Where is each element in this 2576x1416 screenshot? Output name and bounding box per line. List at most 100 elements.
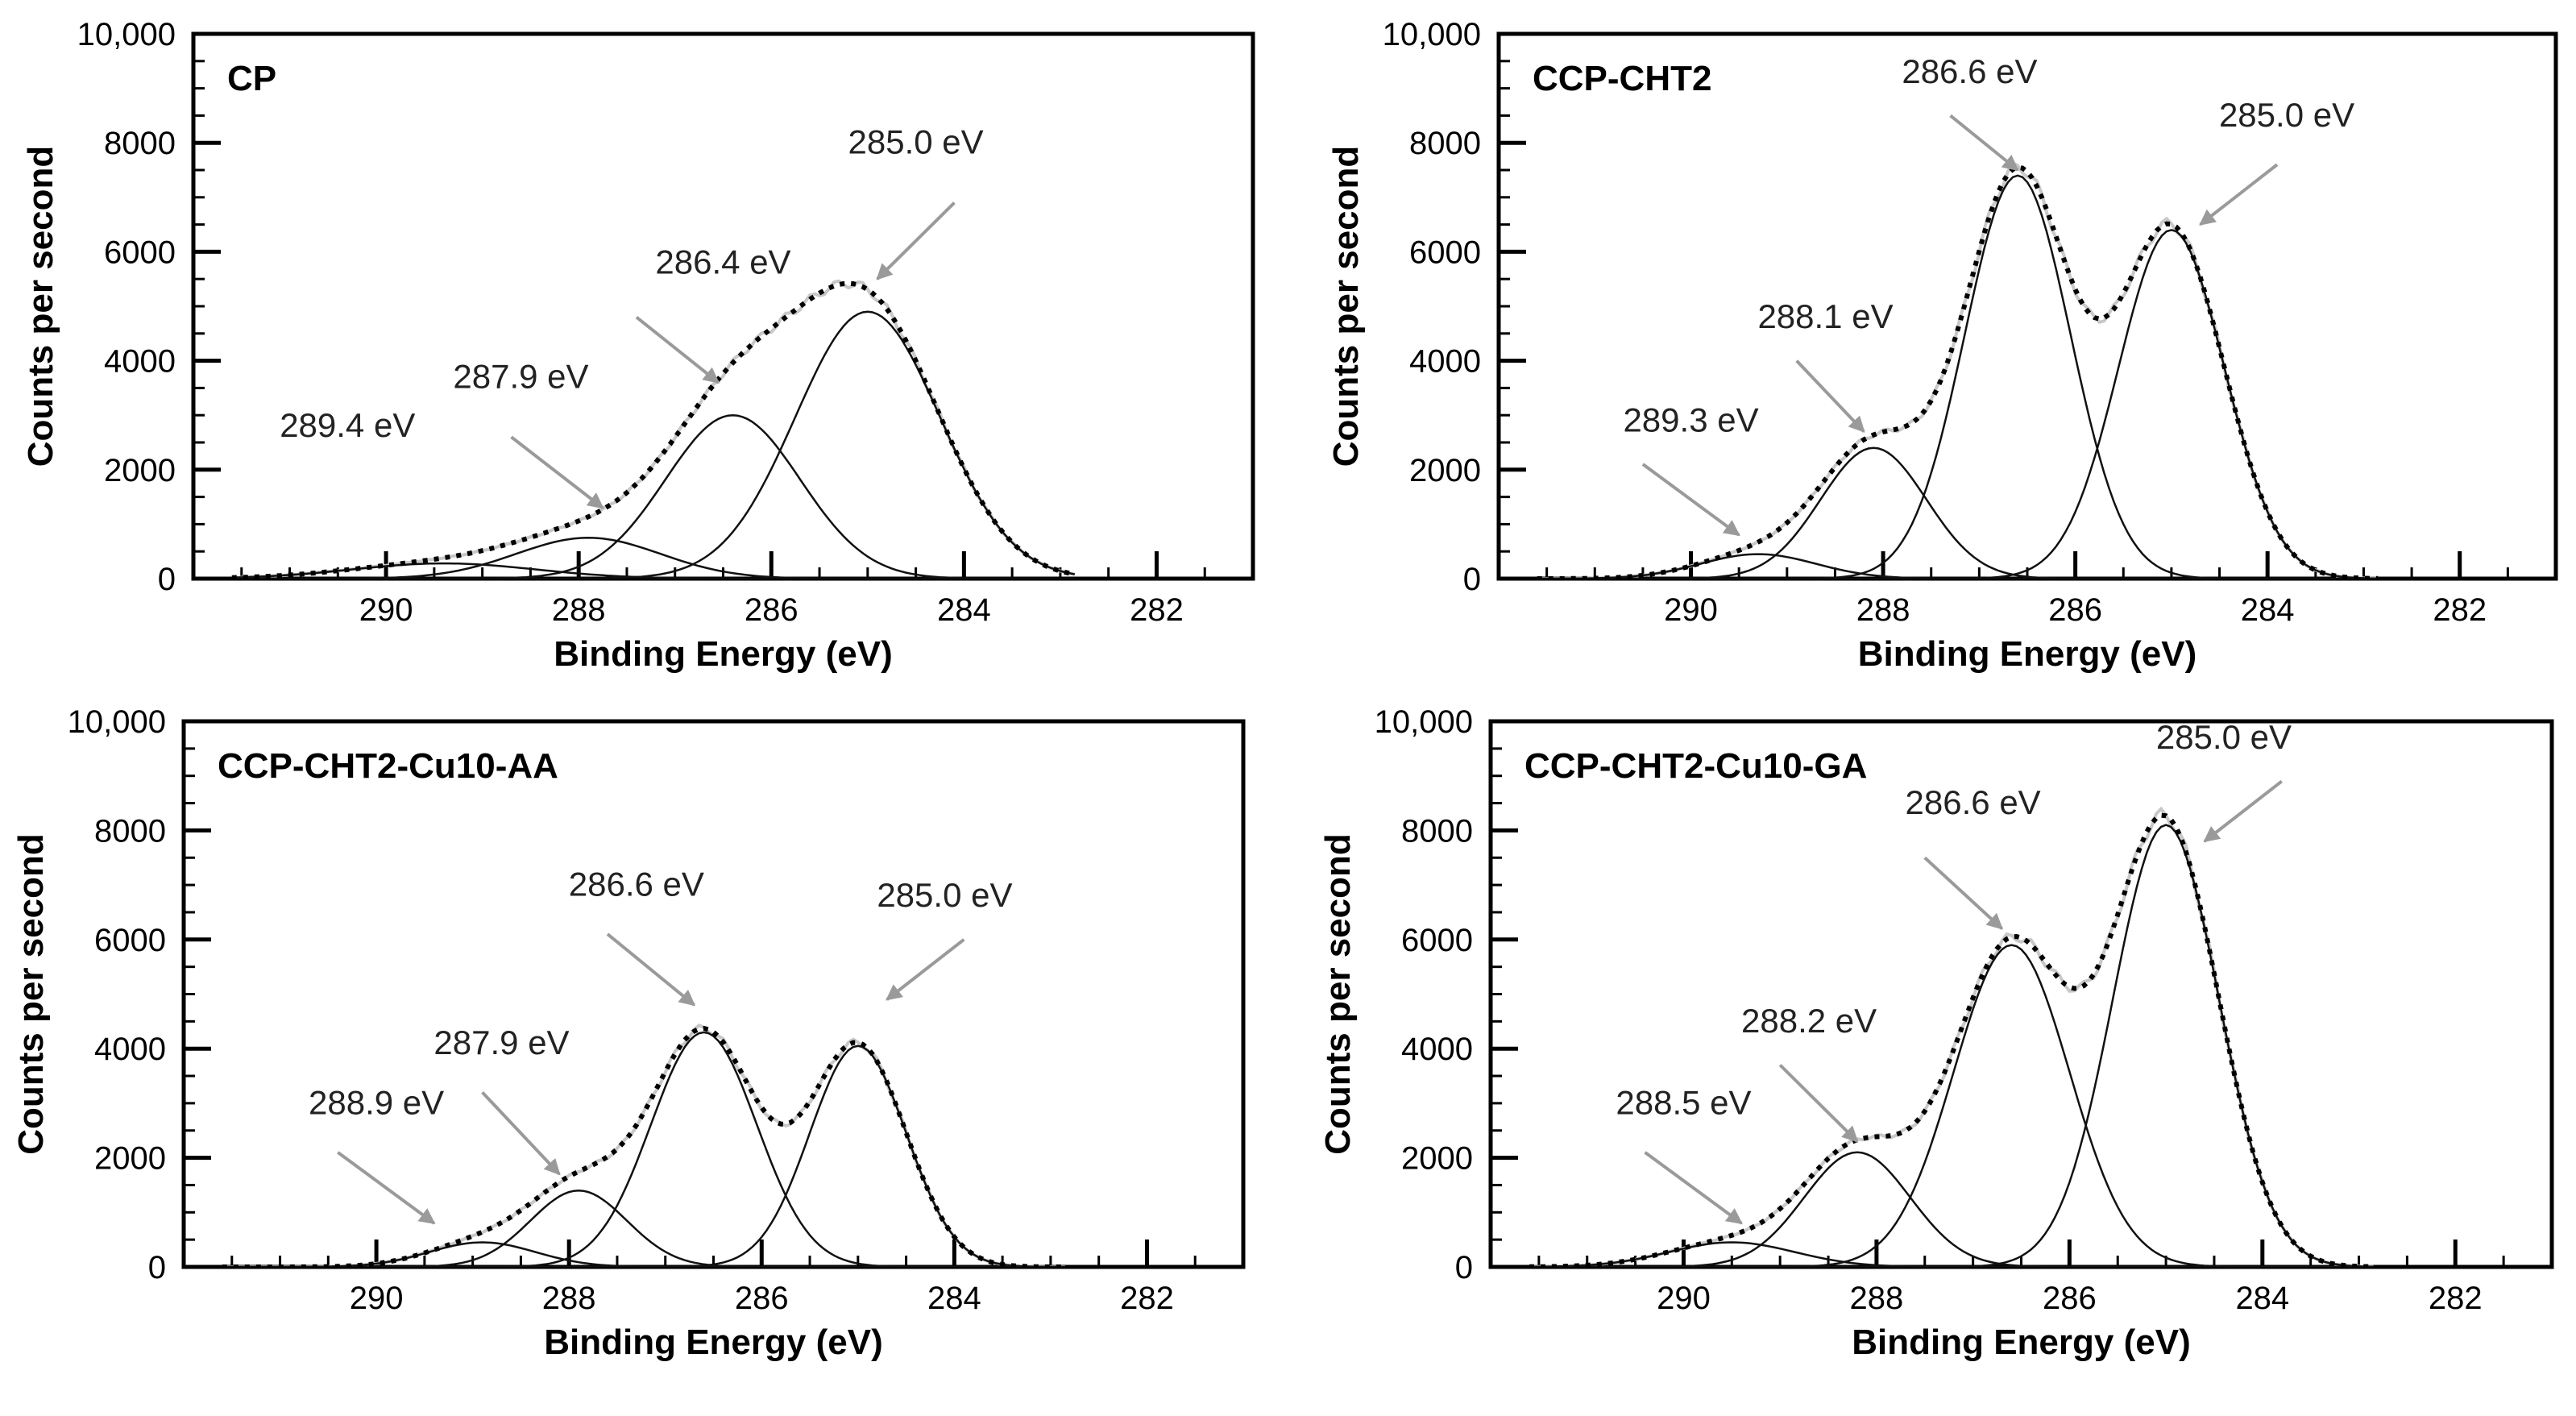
peak-annotation-label: 285.0 eV bbox=[877, 876, 1012, 914]
y-tick-label: 4000 bbox=[104, 344, 176, 380]
x-tick-label: 284 bbox=[927, 1281, 981, 1316]
component-peak-286-6 bbox=[222, 1031, 1065, 1267]
y-tick-label: 8000 bbox=[104, 126, 176, 161]
x-tick-label: 288 bbox=[552, 592, 606, 628]
y-tick-label: 4000 bbox=[94, 1032, 166, 1067]
x-tick-label: 290 bbox=[1657, 1281, 1711, 1316]
annotation-arrow bbox=[510, 435, 604, 509]
peak-annotation-label: 285.0 eV bbox=[2219, 96, 2354, 134]
peak-annotation-label: 286.6 eV bbox=[569, 866, 704, 903]
peak-annotation-label: 288.5 eV bbox=[1616, 1083, 1751, 1121]
y-tick-label: 0 bbox=[1455, 1250, 1473, 1285]
x-tick-label: 286 bbox=[2043, 1281, 2097, 1316]
component-peak-288-1 bbox=[1537, 446, 2379, 579]
peak-annotation-label: 286.4 eV bbox=[655, 243, 790, 280]
annotation-arrow bbox=[2199, 163, 2279, 226]
peak-annotation-label: 285.0 eV bbox=[848, 123, 984, 161]
x-axis-label: Binding Energy (eV) bbox=[544, 1323, 882, 1362]
component-peak-286-6 bbox=[1537, 174, 2379, 579]
y-tick-label: 8000 bbox=[1401, 813, 1473, 849]
y-tick-label: 0 bbox=[1463, 562, 1481, 597]
peak-annotation-label: 288.1 eV bbox=[1757, 297, 1893, 335]
peak-annotation-label: 287.9 eV bbox=[453, 357, 588, 395]
plot-frame bbox=[1496, 31, 2558, 581]
x-tick-label: 290 bbox=[359, 592, 413, 628]
x-axis-label: Binding Energy (eV) bbox=[1852, 1323, 2190, 1362]
peak-annotation-label: 286.6 eV bbox=[1906, 783, 2041, 821]
x-tick-label: 284 bbox=[937, 592, 991, 628]
x-tick-label: 284 bbox=[2235, 1281, 2289, 1316]
y-tick-label: 0 bbox=[148, 1250, 166, 1285]
y-tick-label: 2000 bbox=[104, 453, 176, 488]
x-tick-label: 286 bbox=[2048, 592, 2102, 628]
annotation-arrow bbox=[1778, 1064, 1859, 1143]
component-peak-289-4 bbox=[231, 562, 1075, 579]
y-axis-label: Counts per second bbox=[11, 833, 51, 1155]
x-tick-label: 290 bbox=[350, 1281, 404, 1316]
x-tick-label: 282 bbox=[1120, 1281, 1174, 1316]
curves bbox=[222, 1023, 1065, 1267]
annotation-arrow bbox=[635, 315, 720, 384]
panel-title: CCP-CHT2-Cu10-AA bbox=[218, 746, 558, 786]
y-tick-label: 4000 bbox=[1409, 344, 1481, 380]
y-tick-label: 0 bbox=[158, 562, 176, 597]
curves bbox=[1529, 806, 2374, 1267]
measured-spectrum bbox=[1529, 806, 2374, 1267]
curves bbox=[231, 279, 1076, 579]
plot-frame bbox=[191, 31, 1255, 581]
annotation-arrow bbox=[1795, 359, 1865, 433]
peak-annotation-label: 287.9 eV bbox=[433, 1024, 569, 1061]
x-tick-label: 282 bbox=[2429, 1281, 2483, 1316]
y-tick-label: 2000 bbox=[94, 1141, 166, 1177]
y-tick-label: 10,000 bbox=[1383, 17, 1481, 52]
x-tick-label: 290 bbox=[1664, 592, 1718, 628]
peak-annotation-label: 288.9 eV bbox=[309, 1083, 444, 1121]
annotation-arrow bbox=[1923, 856, 2004, 930]
y-tick-label: 4000 bbox=[1401, 1032, 1473, 1067]
y-tick-label: 8000 bbox=[1409, 126, 1481, 161]
y-axis-label: Counts per second bbox=[1326, 146, 1366, 467]
component-peak-287-9 bbox=[222, 1189, 1065, 1267]
annotation-arrow bbox=[876, 201, 956, 280]
peak-annotation-label: 289.4 eV bbox=[280, 406, 415, 444]
annotation-arrow bbox=[1949, 114, 2019, 172]
component-peak-288-9 bbox=[222, 1241, 1065, 1267]
x-tick-label: 288 bbox=[542, 1281, 596, 1316]
component-peak-289-3 bbox=[1537, 553, 2379, 579]
panel-title: CCP-CHT2-Cu10-GA bbox=[1524, 746, 1867, 786]
chart-panel-4: 290 288 286 284 282 0 2000 4000 6000 8000 10,000 Bi… bbox=[1318, 704, 2554, 1362]
x-tick-label: 282 bbox=[2433, 592, 2487, 628]
x-tick-label: 288 bbox=[1850, 1281, 1904, 1316]
peak-annotation-label: 289.3 eV bbox=[1623, 401, 1758, 438]
y-tick-label: 6000 bbox=[104, 235, 176, 270]
component-peak-286-4 bbox=[231, 413, 1075, 579]
chart-panel-3: 290 288 286 284 282 0 2000 4000 6000 8000 10,000 Bi… bbox=[11, 704, 1246, 1362]
y-tick-label: 6000 bbox=[94, 923, 166, 958]
x-tick-label: 282 bbox=[1130, 592, 1184, 628]
annotation-arrow bbox=[606, 932, 696, 1007]
panel-title: CP bbox=[227, 59, 276, 98]
fit-envelope bbox=[222, 1025, 1065, 1267]
fit-envelope bbox=[231, 280, 1076, 579]
y-tick-label: 10,000 bbox=[77, 17, 176, 52]
y-tick-label: 10,000 bbox=[68, 704, 166, 740]
component-peak-287-9 bbox=[231, 537, 1075, 579]
y-tick-label: 2000 bbox=[1409, 453, 1481, 488]
chart-panel-1: 290 288 286 284 282 0 2000 4000 6000 8000 10,000 Bi… bbox=[21, 17, 1255, 674]
peak-annotation-label: 288.2 eV bbox=[1741, 1002, 1877, 1040]
peak-annotation-label: 286.6 eV bbox=[1902, 52, 2037, 90]
component-peak-285-0 bbox=[1529, 824, 2374, 1267]
plot-frame bbox=[181, 719, 1246, 1269]
y-tick-label: 6000 bbox=[1409, 235, 1481, 270]
chart-panel-2: 290 288 286 284 282 0 2000 4000 6000 8000 10,000 Bi… bbox=[1326, 17, 2558, 674]
y-tick-label: 2000 bbox=[1401, 1141, 1473, 1177]
x-tick-label: 288 bbox=[1856, 592, 1910, 628]
y-tick-label: 8000 bbox=[94, 813, 166, 849]
curves bbox=[1537, 160, 2379, 579]
component-peak-285-0 bbox=[222, 1044, 1065, 1267]
y-tick-label: 6000 bbox=[1401, 923, 1473, 958]
y-axis-label: Counts per second bbox=[21, 146, 60, 467]
component-peak-288-2 bbox=[1529, 1151, 2374, 1267]
x-tick-label: 286 bbox=[735, 1281, 789, 1316]
